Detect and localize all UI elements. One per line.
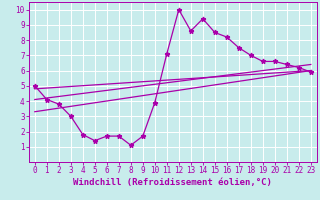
X-axis label: Windchill (Refroidissement éolien,°C): Windchill (Refroidissement éolien,°C) [73, 178, 272, 187]
